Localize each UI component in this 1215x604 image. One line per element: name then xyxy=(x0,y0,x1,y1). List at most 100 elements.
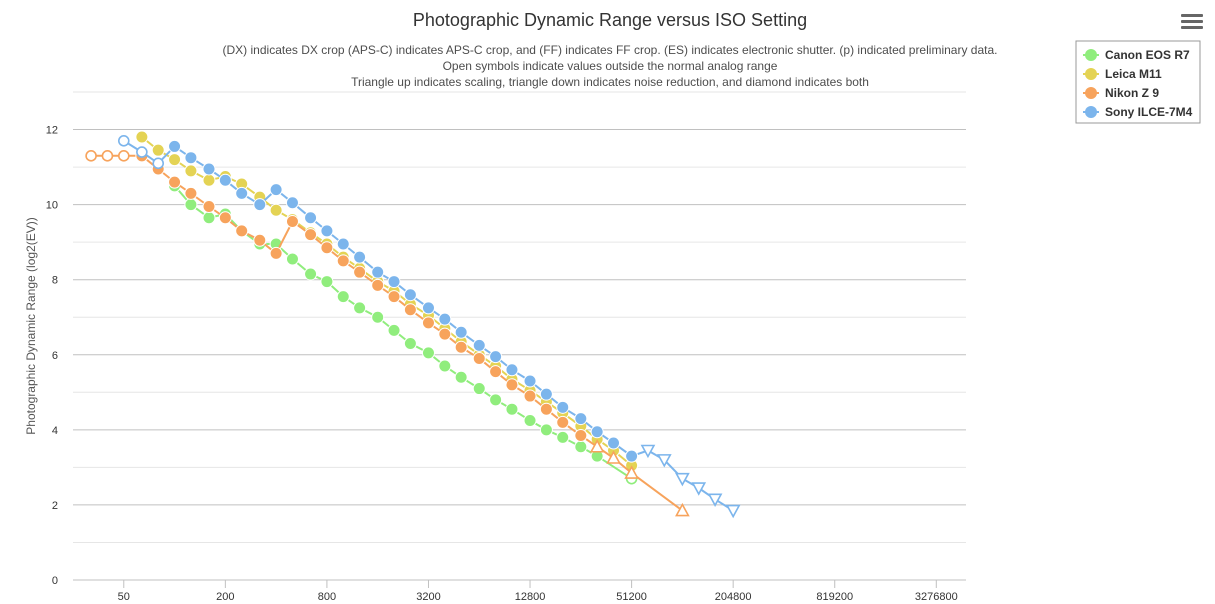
data-point[interactable] xyxy=(403,288,417,302)
data-point[interactable] xyxy=(707,493,723,507)
data-point[interactable] xyxy=(489,350,503,364)
data-point[interactable] xyxy=(472,352,486,366)
data-point[interactable] xyxy=(353,301,367,315)
data-point[interactable] xyxy=(218,211,232,225)
data-point[interactable] xyxy=(438,327,452,341)
legend-item[interactable]: Leica M11 xyxy=(1083,67,1162,81)
data-point[interactable] xyxy=(489,393,503,407)
data-point[interactable] xyxy=(269,203,283,217)
data-point[interactable] xyxy=(202,199,216,213)
data-point[interactable] xyxy=(574,412,588,426)
data-point[interactable] xyxy=(472,382,486,396)
data-point[interactable] xyxy=(403,337,417,351)
legend-item[interactable]: Nikon Z 9 xyxy=(1083,86,1159,100)
data-point[interactable] xyxy=(353,250,367,264)
hamburger-menu-icon[interactable] xyxy=(1181,12,1203,32)
data-point[interactable] xyxy=(151,143,165,157)
data-point[interactable] xyxy=(202,162,216,176)
data-point[interactable] xyxy=(421,316,435,330)
data-point[interactable] xyxy=(184,186,198,200)
data-point[interactable] xyxy=(675,502,690,517)
data-point[interactable] xyxy=(438,359,452,373)
data-point[interactable] xyxy=(168,175,182,189)
data-point[interactable] xyxy=(218,173,232,187)
data-point[interactable] xyxy=(184,151,198,165)
data-point[interactable] xyxy=(320,224,334,238)
data-point[interactable] xyxy=(371,278,385,292)
data-point[interactable] xyxy=(539,387,553,401)
data-point[interactable] xyxy=(640,444,656,459)
data-point[interactable] xyxy=(184,198,198,212)
data-point[interactable] xyxy=(235,186,249,200)
data-point[interactable] xyxy=(371,265,385,279)
data-point[interactable] xyxy=(135,130,149,144)
data-point[interactable] xyxy=(101,150,114,162)
data-point[interactable] xyxy=(304,228,318,242)
data-point[interactable] xyxy=(336,237,350,251)
data-point[interactable] xyxy=(184,164,198,178)
data-point[interactable] xyxy=(152,157,165,170)
data-point[interactable] xyxy=(136,146,148,158)
data-point[interactable] xyxy=(304,267,318,281)
data-point[interactable] xyxy=(539,402,553,416)
data-point[interactable] xyxy=(353,265,367,279)
data-point[interactable] xyxy=(371,310,385,324)
data-point[interactable] xyxy=(454,325,468,339)
data-point[interactable] xyxy=(235,224,249,238)
data-point[interactable] xyxy=(556,415,570,429)
data-point[interactable] xyxy=(421,346,435,360)
data-point[interactable] xyxy=(725,504,741,519)
data-point[interactable] xyxy=(202,173,216,187)
legend-item[interactable]: Canon EOS R7 xyxy=(1083,48,1190,62)
data-point[interactable] xyxy=(387,290,401,304)
data-point[interactable] xyxy=(454,370,468,384)
data-point[interactable] xyxy=(85,150,97,162)
data-point[interactable] xyxy=(539,423,553,437)
data-point[interactable] xyxy=(607,436,621,450)
data-point[interactable] xyxy=(675,472,690,487)
data-point[interactable] xyxy=(691,482,707,496)
data-point[interactable] xyxy=(387,323,401,337)
data-point[interactable] xyxy=(505,363,519,377)
data-point[interactable] xyxy=(523,389,537,403)
data-point[interactable] xyxy=(606,450,621,464)
data-point[interactable] xyxy=(590,425,604,439)
data-point[interactable] xyxy=(269,246,283,260)
data-point[interactable] xyxy=(556,400,570,414)
data-point[interactable] xyxy=(117,150,130,162)
data-point[interactable] xyxy=(523,413,537,427)
data-point[interactable] xyxy=(253,233,267,247)
data-point[interactable] xyxy=(285,196,299,210)
data-point[interactable] xyxy=(574,428,588,442)
data-point[interactable] xyxy=(336,254,350,268)
data-point[interactable] xyxy=(472,338,486,352)
data-point[interactable] xyxy=(285,215,299,229)
data-point[interactable] xyxy=(304,211,318,225)
data-point[interactable] xyxy=(269,183,283,197)
data-point[interactable] xyxy=(574,440,588,454)
data-point[interactable] xyxy=(421,301,435,315)
data-point[interactable] xyxy=(117,135,130,147)
data-point[interactable] xyxy=(168,153,182,167)
data-point[interactable] xyxy=(202,211,216,225)
data-point[interactable] xyxy=(336,290,350,304)
data-point[interactable] xyxy=(523,374,537,388)
data-point[interactable] xyxy=(556,430,570,444)
data-point[interactable] xyxy=(253,198,267,212)
data-point[interactable] xyxy=(625,449,639,463)
data-point[interactable] xyxy=(320,275,334,289)
data-point[interactable] xyxy=(489,365,503,379)
legend-item[interactable]: Sony ILCE-7M4 xyxy=(1083,105,1193,119)
data-point[interactable] xyxy=(589,439,605,453)
data-point[interactable] xyxy=(454,340,468,354)
data-point[interactable] xyxy=(438,312,452,326)
data-point[interactable] xyxy=(403,303,417,317)
data-point[interactable] xyxy=(656,454,672,468)
data-point[interactable] xyxy=(168,139,182,153)
data-point[interactable] xyxy=(505,378,519,392)
data-point[interactable] xyxy=(320,241,334,255)
data-point[interactable] xyxy=(285,252,299,266)
data-point[interactable] xyxy=(624,465,639,479)
data-point[interactable] xyxy=(387,275,401,289)
data-point[interactable] xyxy=(505,402,519,416)
